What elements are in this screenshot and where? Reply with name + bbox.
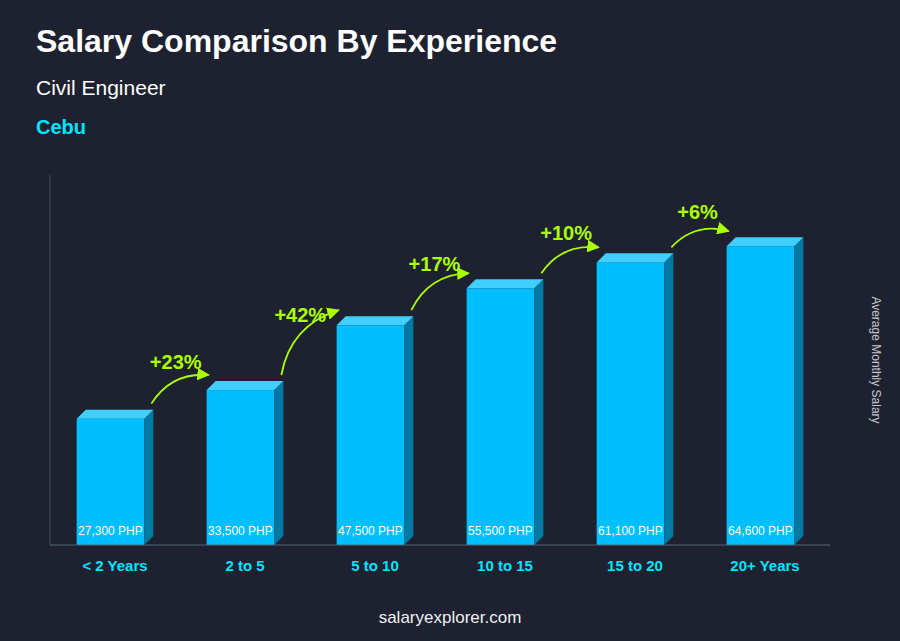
bar-depth [77, 410, 154, 545]
x-tick-label: 15 to 20 [607, 557, 663, 574]
background [0, 0, 900, 641]
change-label: +17% [409, 253, 461, 275]
x-tick-label: 2 to 5 [225, 557, 264, 574]
bar-top [467, 279, 544, 288]
bar-side [794, 237, 803, 545]
bar-side [274, 381, 283, 545]
change-arrow [671, 229, 728, 248]
x-tick-label: 20+ Years [730, 557, 799, 574]
watermark: salaryexplorer.com [379, 608, 522, 627]
bar [77, 419, 145, 545]
bar-depth [337, 316, 414, 545]
bar-top [727, 237, 804, 246]
change-label: +10% [540, 222, 592, 244]
bar-side [144, 410, 153, 545]
change-label: +23% [150, 351, 202, 373]
x-tick-label: 10 to 15 [477, 557, 533, 574]
data-label: 27,300 PHP [78, 524, 143, 538]
y-axis-line [50, 175, 51, 545]
bar-side [404, 316, 413, 545]
x-tick-label: 5 to 10 [351, 557, 399, 574]
bar [467, 288, 535, 545]
change-arrow [151, 375, 208, 404]
bars [77, 237, 804, 545]
x-tick-label: < 2 Years [82, 557, 147, 574]
bar [337, 325, 405, 545]
bar-top [597, 253, 674, 262]
data-label: 33,500 PHP [208, 524, 273, 538]
x-axis-line [50, 545, 830, 546]
data-label: 64,600 PHP [728, 524, 793, 538]
change-label: +42% [274, 304, 326, 326]
bar-depth [727, 237, 804, 545]
title: Salary Comparison By Experience [36, 23, 557, 59]
bar [597, 262, 665, 545]
bar-top [337, 316, 414, 325]
bar-side [534, 279, 543, 545]
chart-svg: Salary Comparison By Experience Civil Eng… [0, 0, 900, 641]
y-axis-label: Average Monthly Salary [869, 296, 883, 423]
change-label: +6% [677, 201, 718, 223]
data-label: 55,500 PHP [468, 524, 533, 538]
change-arrow [411, 273, 468, 310]
bar [207, 390, 275, 545]
bar-depth [467, 279, 544, 545]
subtitle: Civil Engineer [36, 76, 166, 99]
change-arrows [151, 229, 728, 404]
chart-container: Salary Comparison By Experience Civil Eng… [0, 0, 900, 641]
bar [727, 246, 795, 545]
subtitle: Cebu [36, 116, 86, 138]
bar-top [77, 410, 154, 419]
bar-side [664, 253, 673, 545]
change-arrow [541, 247, 598, 273]
bar-depth [597, 253, 674, 545]
bar-top [207, 381, 284, 390]
data-label: 47,500 PHP [338, 524, 403, 538]
bar-depth [207, 381, 284, 545]
data-label: 61,100 PHP [598, 524, 663, 538]
